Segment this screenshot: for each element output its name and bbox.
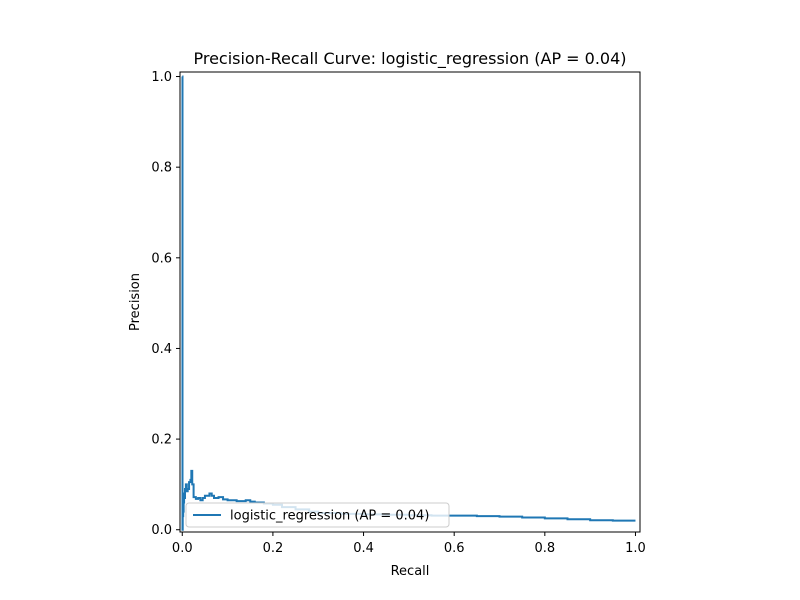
axes-frame <box>179 71 641 533</box>
x-tick-label: 0.2 <box>263 541 284 556</box>
y-tick-label: 1.0 <box>151 70 172 85</box>
chart-title: Precision-Recall Curve: logistic_regress… <box>193 49 626 69</box>
y-tick-label: 0.8 <box>151 161 172 176</box>
y-tick-label: 0.2 <box>151 433 172 448</box>
legend-frame <box>185 502 450 528</box>
y-tick-label: 0.0 <box>151 523 172 538</box>
x-tick-label: 0.4 <box>353 541 374 556</box>
y-tick-label: 0.6 <box>151 251 172 266</box>
x-tick-label: 0.6 <box>444 541 465 556</box>
legend-entry-label: logistic_regression (AP = 0.04) <box>230 509 429 524</box>
x-tick-label: 0.0 <box>172 541 193 556</box>
x-axis-label: Recall <box>391 564 430 579</box>
legend: logistic_regression (AP = 0.04) <box>185 502 450 528</box>
x-axis-ticks: 0.0 0.2 0.4 0.6 0.8 1.0 <box>172 532 646 556</box>
y-axis-ticks: 0.0 0.2 0.4 0.6 0.8 1.0 <box>151 70 180 538</box>
axes-background <box>180 72 640 532</box>
plot-area <box>179 71 641 533</box>
y-tick-label: 0.4 <box>151 342 172 357</box>
y-axis-label: Precision <box>128 273 143 331</box>
x-tick-label: 0.8 <box>534 541 555 556</box>
x-tick-label: 1.0 <box>625 541 646 556</box>
